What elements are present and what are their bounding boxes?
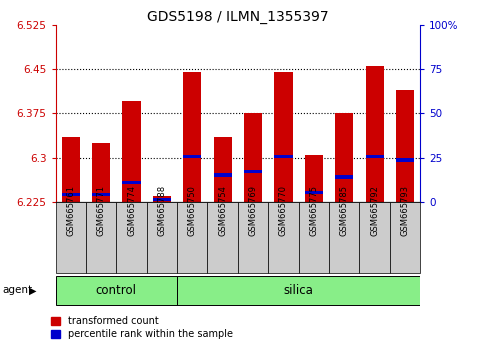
Text: GSM665785: GSM665785 [340,185,349,236]
Bar [62,137,80,202]
Bar [122,102,141,202]
Bar [305,155,323,202]
Bar [274,72,293,202]
Bar [238,202,268,273]
Bar [329,202,359,273]
Bar [244,113,262,202]
Bar [147,202,177,273]
Bar [153,198,171,201]
Text: GSM665770: GSM665770 [279,185,288,236]
Bar [116,202,147,273]
Bar [213,137,232,202]
Bar [56,276,177,304]
Legend: transformed count, percentile rank within the sample: transformed count, percentile rank withi… [51,316,233,339]
Bar [390,202,420,273]
Text: GSM665754: GSM665754 [218,185,227,236]
Bar [213,173,232,177]
Bar [183,72,201,202]
Bar [359,202,390,273]
Text: GSM665750: GSM665750 [188,185,197,236]
Bar [335,113,354,202]
Bar [366,66,384,202]
Bar [268,202,298,273]
Text: silica: silica [284,284,313,297]
Bar [177,202,208,273]
Text: GSM665792: GSM665792 [370,185,379,236]
Bar [274,155,293,158]
Bar [208,202,238,273]
Text: control: control [96,284,137,297]
Text: GSM665761: GSM665761 [66,185,75,236]
Text: GSM665775: GSM665775 [309,185,318,236]
Bar [244,170,262,173]
Bar [366,155,384,158]
Bar [396,158,414,162]
Bar [56,202,86,273]
Bar [177,276,420,304]
Text: GSM665774: GSM665774 [127,185,136,236]
Title: GDS5198 / ILMN_1355397: GDS5198 / ILMN_1355397 [147,10,329,24]
Bar [62,193,80,196]
Text: GSM665771: GSM665771 [97,185,106,236]
Bar [335,175,354,179]
Bar [396,90,414,202]
Text: ▶: ▶ [29,285,37,295]
Text: GSM665769: GSM665769 [249,185,257,236]
Bar [92,143,110,202]
Bar [153,196,171,202]
Bar [86,202,116,273]
Bar [92,193,110,196]
Bar [122,181,141,184]
Text: GSM665793: GSM665793 [400,185,410,236]
Bar [298,202,329,273]
Text: GSM665788: GSM665788 [157,185,167,236]
Text: agent: agent [2,285,32,295]
Bar [183,155,201,158]
Bar [305,190,323,194]
